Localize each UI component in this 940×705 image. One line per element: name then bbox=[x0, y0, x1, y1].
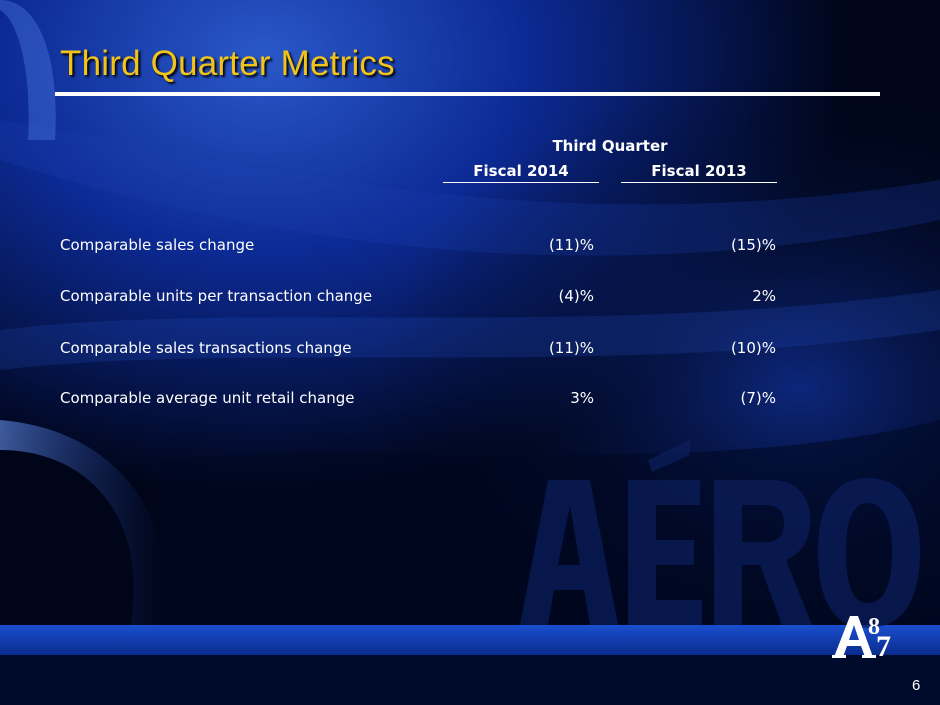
row-value-fiscal-2014: (4)% bbox=[558, 287, 594, 305]
column-header-fiscal-2014: Fiscal 2014 bbox=[443, 162, 599, 183]
row-value-fiscal-2014: (11)% bbox=[548, 236, 594, 254]
row-value-fiscal-2013: (10)% bbox=[730, 339, 776, 357]
slide-title: Third Quarter Metrics bbox=[60, 44, 395, 83]
table-row: Comparable sales transactions change (11… bbox=[0, 339, 940, 363]
table-row: Comparable average unit retail change 3%… bbox=[0, 389, 940, 413]
row-value-fiscal-2013: 2% bbox=[752, 287, 776, 305]
row-value-fiscal-2014: (11)% bbox=[548, 339, 594, 357]
column-header-fiscal-2013: Fiscal 2013 bbox=[621, 162, 777, 183]
table-row: Comparable sales change (11)% (15)% bbox=[0, 236, 940, 260]
aero-logo: 8 7 bbox=[832, 614, 891, 660]
row-value-fiscal-2014: 3% bbox=[570, 389, 594, 407]
table-group-header: Third Quarter bbox=[552, 137, 668, 155]
row-label: Comparable sales change bbox=[60, 236, 255, 254]
row-label: Comparable average unit retail change bbox=[60, 389, 355, 407]
row-value-fiscal-2013: (15)% bbox=[730, 236, 776, 254]
svg-text:7: 7 bbox=[876, 630, 891, 660]
row-label: Comparable units per transaction change bbox=[60, 287, 373, 305]
title-divider bbox=[55, 92, 880, 96]
svg-text:8: 8 bbox=[868, 614, 880, 640]
page-number: 6 bbox=[912, 677, 921, 694]
row-value-fiscal-2013: (7)% bbox=[740, 389, 776, 407]
table-row: Comparable units per transaction change … bbox=[0, 287, 940, 311]
row-label: Comparable sales transactions change bbox=[60, 339, 352, 357]
